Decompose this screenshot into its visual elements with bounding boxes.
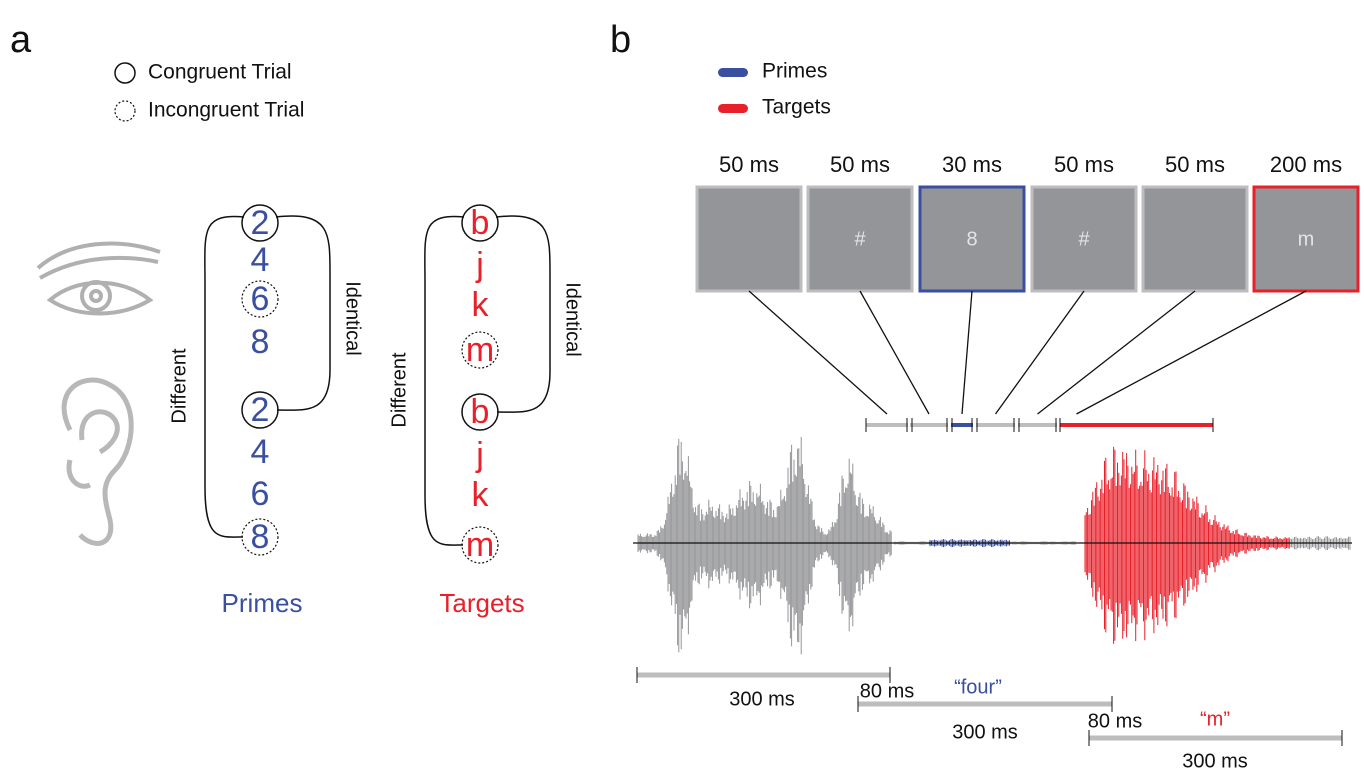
identical-bracket [275,215,331,411]
frame-content: 8 [966,228,977,250]
prime-word: “four” [954,676,1002,698]
frame-connector [1076,290,1307,415]
frame-connector [961,290,973,415]
sequence-item: k [472,286,490,324]
different-label: Different [168,348,190,424]
sequence-item: 8 [251,518,270,556]
legend-label: Incongruent Trial [148,99,304,122]
frame-box [1030,185,1138,293]
legend-incongruent-icon [114,100,136,122]
frame-duration: 50 ms [830,152,890,177]
sequence-item: 2 [251,204,270,242]
waveform [1084,446,1290,644]
legend-targets-swatch [718,104,748,113]
incongruent-circle [461,331,499,369]
frame-connector [748,290,888,415]
legend-congruent-icon [114,62,136,84]
frame-duration: 50 ms [1054,152,1114,177]
congruent-circle [241,204,279,242]
identical-bracket [495,215,551,413]
waveform [637,437,892,655]
legend-label: Primes [762,60,827,83]
frame-connector [859,290,930,415]
different-bracket [424,215,465,546]
sequence-item: 2 [251,391,270,429]
panel-label: a [10,19,32,61]
sequence-item: 6 [251,280,270,318]
identical-label: Identical [562,282,584,357]
legend-label: Congruent Trial [148,61,292,84]
legend-primes-swatch [718,68,748,77]
frame-duration: 30 ms [942,152,1002,177]
frame-duration: 200 ms [1270,152,1342,177]
sequence-item: b [471,204,490,242]
frame-duration: 50 ms [719,152,779,177]
frame-duration: 50 ms [1165,152,1225,177]
sequence-item: 8 [251,323,270,361]
legend-label: Targets [762,96,831,119]
duration-label: 300 ms [1182,750,1248,772]
duration-label: 300 ms [952,721,1018,743]
frame-connector [994,290,1085,415]
identical-label: Identical [342,281,364,356]
sequence-item: 6 [251,475,270,513]
offset-label: 80 ms [860,680,914,702]
frame-content: # [854,228,866,250]
column-title: Targets [439,588,524,618]
different-bracket [204,215,245,538]
duration-label: 300 ms [729,688,795,710]
column-title: Primes [222,588,303,618]
ear-icon [61,377,134,546]
frame-box [1141,185,1249,293]
frame-connector [1037,290,1196,415]
sequence-item: m [466,526,494,564]
eye-icon [36,241,161,316]
sequence-item: 4 [251,241,270,279]
frame-content: m [1298,228,1315,250]
frame-box [918,185,1026,293]
frame-box [695,185,803,293]
congruent-circle [461,204,499,242]
frame-box [806,185,914,293]
sequence-item: b [471,393,490,431]
offset-label: 80 ms [1088,710,1142,732]
sequence-item: j [475,436,484,474]
sequence-item: 4 [251,433,270,471]
panel-label: b [610,19,631,61]
sequence-item: k [472,476,490,514]
target-word: “m” [1200,708,1230,730]
different-label: Different [388,352,410,428]
sequence-item: j [475,246,484,284]
frame-content: # [1078,228,1090,250]
frame-box [1252,185,1360,293]
incongruent-circle [241,280,279,318]
sequence-item: m [466,331,494,369]
